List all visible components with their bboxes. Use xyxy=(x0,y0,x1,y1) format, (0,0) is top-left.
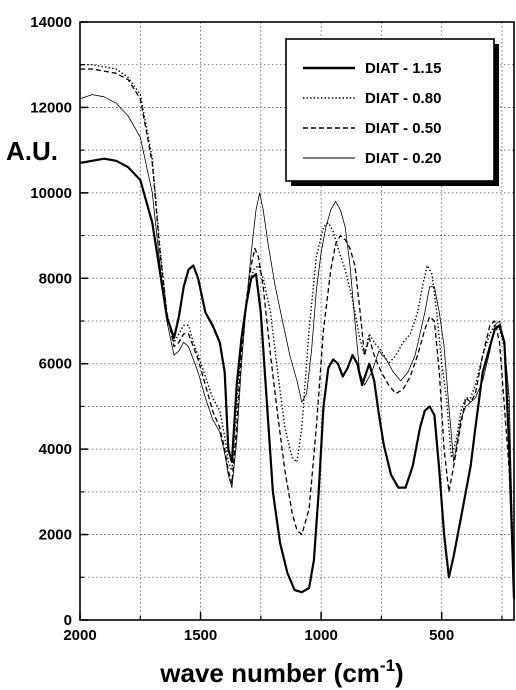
series-lines xyxy=(79,64,516,599)
legend-label-4: DIAT - 0.20 xyxy=(365,150,441,167)
x-axis-label: wave number (cm-1) xyxy=(159,656,403,688)
y-tick-label: 10000 xyxy=(30,185,72,202)
y-tick-label: 14000 xyxy=(30,14,72,31)
x-tick-label: 1000 xyxy=(304,627,337,644)
series-line-3 xyxy=(80,68,515,595)
x-axis-ticks: 2000 1500 1000 500 xyxy=(63,612,503,644)
x-axis-label-main: wave number (cm xyxy=(159,658,380,688)
x-tick-label: 500 xyxy=(429,627,454,644)
x-tick-label: 1500 xyxy=(184,627,217,644)
legend-box xyxy=(285,38,495,182)
y-axis-label: A.U. xyxy=(6,136,58,166)
y-tick-label: 6000 xyxy=(39,356,72,373)
legend-items: DIAT - 1.15 DIAT - 0.80 DIAT - 0.50 DIAT - … xyxy=(303,60,441,167)
x-axis-label-close: ) xyxy=(395,658,404,688)
series-line-4 xyxy=(79,94,515,599)
series-line-2 xyxy=(80,64,515,586)
y-axis-ticks: 0 2000 4000 6000 8000 10000 12000 14000 xyxy=(30,14,88,629)
legend-label-1: DIAT - 1.15 xyxy=(365,60,441,77)
y-tick-label: 2000 xyxy=(39,527,72,544)
legend: DIAT - 1.15 DIAT - 0.80 DIAT - 0.50 DIAT - … xyxy=(285,38,499,186)
x-tick-label: 2000 xyxy=(63,627,96,644)
y-tick-label: 0 xyxy=(64,612,72,629)
y-tick-label: 8000 xyxy=(39,270,72,287)
legend-label-2: DIAT - 0.80 xyxy=(365,90,441,107)
y-tick-label: 12000 xyxy=(30,99,72,116)
y-tick-label: 4000 xyxy=(39,441,72,458)
series-line-1 xyxy=(79,157,516,599)
x-axis-label-superscript: -1 xyxy=(380,656,395,675)
legend-label-3: DIAT - 0.50 xyxy=(365,120,441,137)
